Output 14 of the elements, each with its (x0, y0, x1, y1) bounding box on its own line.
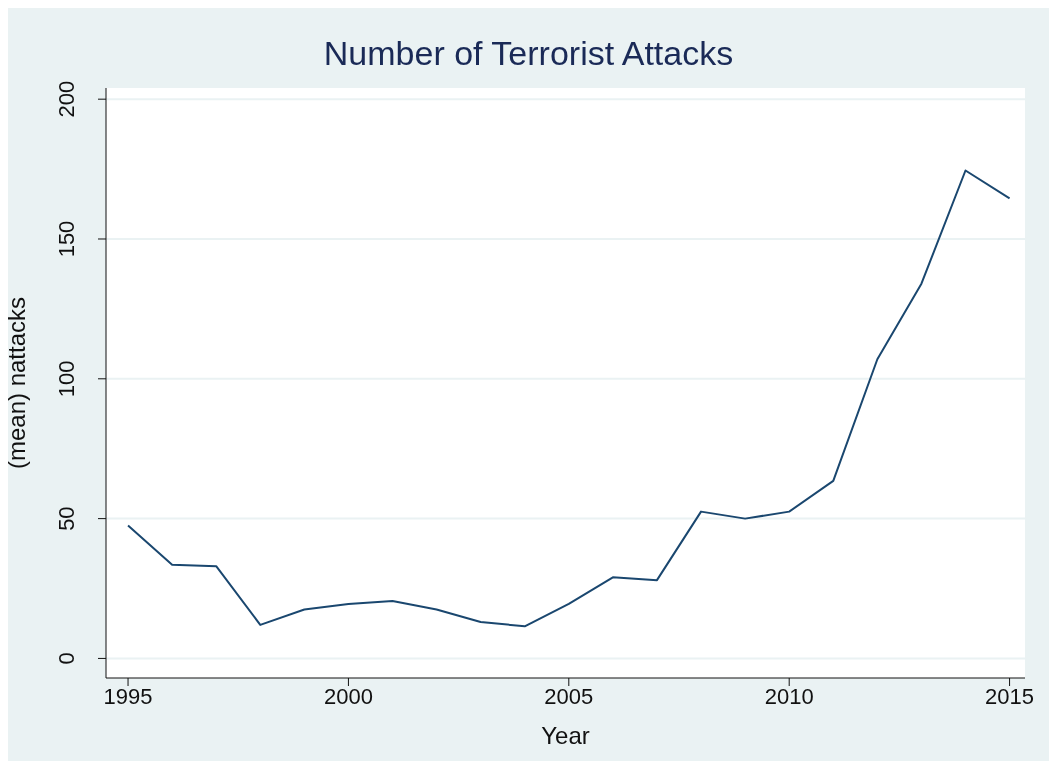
line-series (127, 169, 1011, 628)
x-tick-label: 1995 (103, 683, 153, 709)
y-tick-label: 100 (54, 360, 79, 398)
y-tick-label: 150 (54, 220, 79, 258)
y-tick-label: 200 (54, 80, 79, 118)
y-tick-label: 0 (54, 652, 79, 665)
y-axis-title: (mean) nattacks (2, 296, 30, 470)
x-tick-label: 2005 (544, 683, 594, 709)
x-tick-label: 2015 (985, 683, 1035, 709)
x-axis-title: Year (541, 722, 590, 749)
y-tick-label: 50 (54, 506, 79, 531)
x-tick-label: 2000 (323, 683, 373, 709)
chart-title: Number of Terrorist Attacks (322, 34, 735, 73)
x-tick-label: 2010 (764, 683, 814, 709)
